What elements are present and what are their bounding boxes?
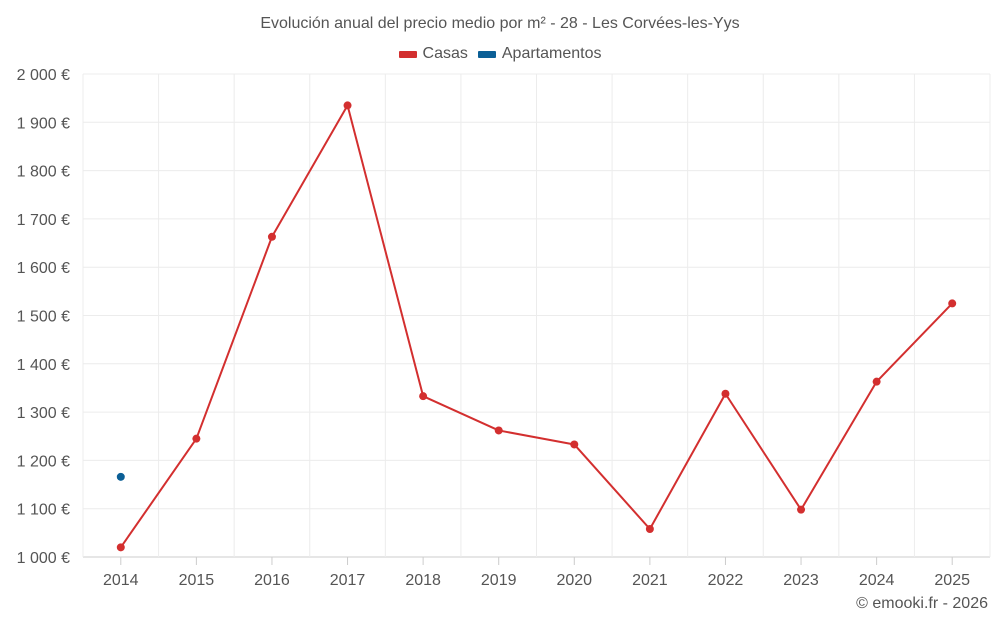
x-tick-label: 2019 — [481, 572, 517, 589]
legend-swatch-apartamentos — [477, 50, 496, 58]
y-tick-label: 1 500 € — [17, 309, 70, 326]
data-point-casas — [721, 389, 730, 398]
legend-swatch-casas — [398, 50, 417, 58]
data-point-casas — [948, 299, 957, 308]
data-point-casas — [570, 440, 579, 449]
data-point-casas — [343, 101, 352, 110]
y-tick-label: 1 600 € — [17, 260, 70, 277]
y-tick-label: 2 000 € — [17, 67, 70, 84]
data-point-casas — [192, 434, 201, 443]
legend-item-apartamentos[interactable]: Apartamentos — [477, 45, 602, 63]
y-tick-label: 1 300 € — [17, 405, 70, 422]
credit-text: © emooki.fr - 2026 — [856, 595, 988, 612]
y-tick-label: 1 100 € — [17, 502, 70, 519]
legend: Casas Apartamentos — [0, 45, 1000, 63]
y-tick-label: 1 900 € — [17, 115, 70, 132]
legend-label-apartamentos: Apartamentos — [501, 45, 602, 62]
x-tick-label: 2016 — [254, 572, 290, 589]
y-tick-label: 1 800 € — [17, 164, 70, 181]
series-line-casas — [119, 104, 953, 548]
x-tick-label: 2024 — [859, 572, 895, 589]
data-point-casas — [419, 392, 428, 401]
y-tick-label: 1 700 € — [17, 212, 70, 229]
legend-label-casas: Casas — [422, 45, 468, 62]
x-tick-label: 2020 — [556, 572, 592, 589]
data-point-apartamentos — [116, 472, 125, 481]
x-tick-label: 2025 — [934, 572, 970, 589]
data-point-casas — [645, 524, 654, 533]
data-point-casas — [797, 505, 806, 514]
x-tick-label: 2015 — [179, 572, 215, 589]
data-point-casas — [872, 377, 881, 386]
x-tick-label: 2017 — [330, 572, 366, 589]
x-tick-label: 2023 — [783, 572, 819, 589]
y-tick-label: 1 000 € — [17, 550, 70, 567]
legend-item-casas[interactable]: Casas — [398, 45, 468, 63]
data-point-casas — [494, 426, 503, 435]
y-tick-label: 1 400 € — [17, 357, 70, 374]
x-tick-label: 2018 — [405, 572, 441, 589]
data-point-casas — [116, 543, 125, 552]
x-tick-label: 2021 — [632, 572, 668, 589]
x-tick-label: 2022 — [708, 572, 744, 589]
chart-title: Evolución anual del precio medio por m² … — [260, 15, 740, 32]
x-tick-label: 2014 — [103, 572, 139, 589]
data-point-casas — [267, 232, 276, 241]
y-tick-label: 1 200 € — [17, 453, 70, 470]
